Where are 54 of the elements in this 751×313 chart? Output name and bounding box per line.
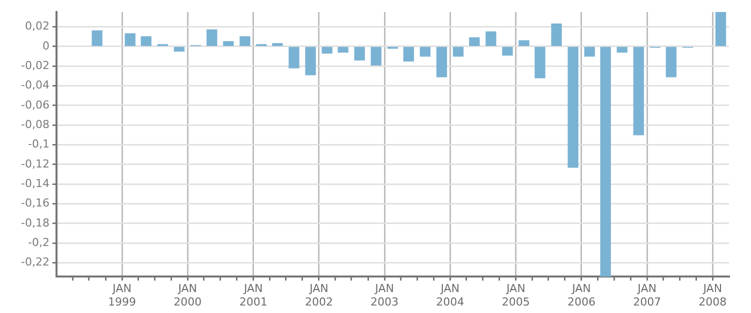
bar — [600, 46, 611, 277]
bar — [486, 31, 496, 46]
bar — [534, 46, 546, 78]
y-tick-label: -0,2 — [28, 236, 50, 250]
bar — [584, 46, 595, 57]
bar — [322, 46, 332, 54]
bar — [452, 46, 464, 57]
y-tick-label: -0,06 — [20, 98, 50, 112]
y-tick-label: -0,18 — [20, 216, 50, 230]
bar — [403, 46, 414, 62]
bar — [206, 29, 218, 46]
bar — [518, 40, 530, 46]
x-tick-label: JAN 2002 — [304, 282, 333, 308]
bar — [124, 33, 136, 46]
y-tick-label: -0,02 — [20, 58, 50, 72]
y-tick-label: -0,12 — [20, 157, 50, 170]
x-tick-label: JAN 2000 — [174, 282, 202, 308]
y-tick-label: -0,16 — [20, 196, 50, 210]
x-tick-label: JAN 2003 — [370, 282, 399, 308]
bar — [354, 46, 365, 61]
bar — [140, 36, 152, 46]
bar — [174, 46, 185, 52]
bar — [338, 46, 348, 53]
y-tick-label: 0 — [42, 39, 50, 52]
y-tick-label: -0,08 — [20, 118, 50, 131]
bar — [715, 12, 726, 46]
x-tick-label: JAN 2001 — [239, 282, 268, 308]
bar — [616, 46, 628, 53]
bar — [223, 41, 234, 46]
bar — [633, 46, 644, 136]
bar — [240, 36, 250, 46]
x-tick-label: JAN 2004 — [436, 282, 464, 308]
x-tick-label: JAN 2008 — [698, 282, 727, 308]
y-tick-label: -0,1 — [28, 138, 50, 151]
bar — [272, 43, 283, 46]
y-tick-label: -0,22 — [20, 256, 50, 269]
bar — [469, 37, 480, 46]
bar — [370, 46, 382, 66]
x-tick-label: JAN 2005 — [502, 282, 530, 308]
bar — [288, 46, 300, 68]
bar — [666, 46, 676, 78]
x-tick-label: JAN 2006 — [567, 282, 596, 308]
x-tick-label: JAN 1999 — [108, 282, 136, 308]
bar — [92, 30, 102, 46]
y-tick-label: 0,02 — [24, 20, 50, 33]
bar — [568, 46, 578, 168]
bar — [305, 46, 316, 76]
y-tick-label: -0,04 — [20, 78, 50, 92]
bar — [436, 46, 448, 78]
bar — [420, 46, 430, 57]
bar — [551, 23, 562, 46]
x-tick-label: JAN 2007 — [633, 282, 662, 308]
bar — [502, 46, 513, 56]
y-tick-label: -0,14 — [20, 176, 50, 190]
